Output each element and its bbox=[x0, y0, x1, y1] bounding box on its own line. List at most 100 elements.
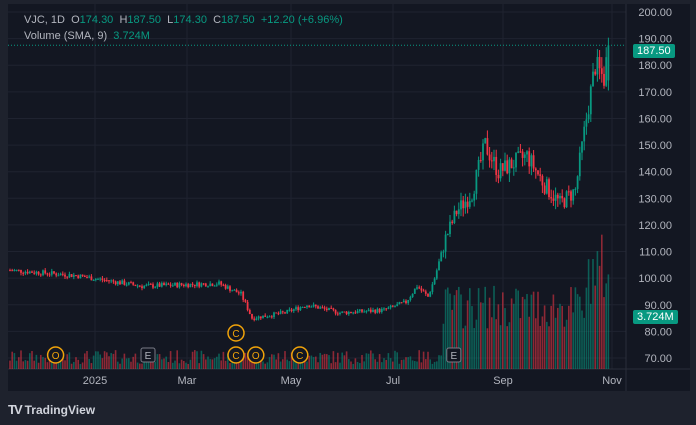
volume-bar bbox=[376, 361, 379, 369]
candle bbox=[387, 307, 390, 309]
event-marker-E[interactable]: E bbox=[446, 347, 462, 363]
candle bbox=[178, 283, 181, 288]
volume-bar bbox=[601, 234, 603, 369]
candle bbox=[523, 154, 526, 158]
candle bbox=[422, 290, 425, 292]
volume-bar bbox=[101, 358, 104, 369]
event-marker-O[interactable]: O bbox=[46, 346, 65, 364]
candle bbox=[310, 306, 313, 308]
candle bbox=[94, 279, 97, 281]
volume-bar bbox=[359, 363, 361, 369]
candle bbox=[585, 119, 588, 127]
candle bbox=[429, 291, 432, 297]
candle bbox=[200, 283, 203, 287]
volume-bar bbox=[242, 354, 244, 369]
candle bbox=[204, 283, 207, 287]
candle bbox=[407, 299, 410, 304]
volume-bar bbox=[66, 354, 68, 369]
candle bbox=[101, 278, 104, 280]
candle bbox=[266, 316, 269, 318]
candle bbox=[262, 315, 264, 319]
volume-bar bbox=[326, 354, 328, 369]
volume-bar bbox=[444, 289, 447, 369]
candle bbox=[83, 275, 86, 278]
event-marker-O[interactable]: O bbox=[247, 346, 265, 364]
volume-bar bbox=[389, 358, 392, 369]
candle bbox=[376, 308, 379, 313]
event-marker-C[interactable]: C bbox=[227, 346, 245, 364]
volume-bar bbox=[196, 351, 198, 369]
candle bbox=[42, 270, 44, 276]
volume-bar bbox=[11, 351, 13, 369]
volume-bar bbox=[572, 312, 574, 369]
chart-panel[interactable]: 200.00 190.00 180.00 170.00 160.00 150.00 140.… bbox=[8, 4, 690, 391]
event-marker-C[interactable]: C bbox=[227, 324, 245, 342]
candle bbox=[299, 307, 302, 311]
candle bbox=[301, 307, 304, 309]
candle bbox=[202, 283, 205, 285]
volume-bar bbox=[502, 292, 504, 369]
price-tick: 100.00 bbox=[638, 273, 672, 285]
candle bbox=[35, 271, 38, 274]
volume-bar bbox=[471, 306, 473, 369]
candle bbox=[336, 313, 339, 315]
candle bbox=[185, 284, 187, 287]
price-tag: 187.50 bbox=[633, 44, 675, 58]
candle bbox=[231, 290, 234, 292]
candle bbox=[314, 304, 317, 307]
volume-bar bbox=[596, 251, 599, 369]
volume-bar bbox=[455, 290, 458, 369]
candle bbox=[594, 71, 597, 75]
volume-bar bbox=[257, 362, 260, 369]
volume-bar bbox=[517, 290, 519, 369]
tradingview-logo[interactable]: TV TradingView bbox=[8, 402, 96, 417]
svg-text:C: C bbox=[232, 351, 239, 362]
price-tick: 160.00 bbox=[638, 113, 672, 125]
candle bbox=[297, 307, 300, 311]
candle bbox=[281, 311, 284, 313]
price-tick: 80.00 bbox=[644, 326, 672, 338]
volume-bar bbox=[139, 363, 141, 369]
candle bbox=[389, 305, 392, 308]
price-tick: 170.00 bbox=[638, 87, 672, 99]
candle bbox=[81, 274, 84, 276]
volume-bar bbox=[407, 357, 409, 369]
event-marker-E[interactable]: E bbox=[140, 347, 156, 363]
candle bbox=[119, 281, 121, 285]
candle bbox=[365, 311, 368, 313]
volume-bar bbox=[249, 357, 251, 369]
candle bbox=[88, 276, 91, 278]
volume-bar bbox=[372, 353, 374, 369]
volume-bar bbox=[81, 362, 84, 369]
candle bbox=[189, 283, 192, 288]
volume-bar bbox=[343, 355, 346, 369]
candle bbox=[319, 307, 322, 309]
candle bbox=[398, 302, 401, 305]
candle bbox=[446, 233, 449, 235]
volume-bar bbox=[268, 357, 271, 369]
event-marker-C[interactable]: C bbox=[291, 346, 309, 364]
volume-bar bbox=[178, 363, 181, 369]
candle bbox=[433, 278, 436, 285]
volume-bar bbox=[521, 296, 524, 369]
volume-bar bbox=[328, 355, 330, 369]
candle bbox=[363, 311, 366, 313]
volume-bar bbox=[189, 359, 192, 369]
candle bbox=[475, 169, 478, 194]
candle bbox=[317, 306, 319, 309]
volume-bar bbox=[132, 356, 134, 369]
volume-bar bbox=[130, 361, 132, 369]
candle bbox=[534, 168, 537, 171]
price-chart[interactable]: 200.00 190.00 180.00 170.00 160.00 150.00 140.… bbox=[8, 4, 690, 391]
candle bbox=[24, 271, 27, 274]
candle bbox=[411, 293, 414, 298]
candle bbox=[323, 307, 326, 309]
candle bbox=[352, 312, 355, 314]
volume-bar bbox=[416, 361, 418, 369]
candle bbox=[440, 252, 443, 262]
candle bbox=[112, 280, 115, 282]
candle bbox=[37, 271, 40, 275]
volume-bar bbox=[44, 357, 46, 369]
candle bbox=[268, 316, 271, 318]
volume-bar bbox=[310, 355, 313, 369]
